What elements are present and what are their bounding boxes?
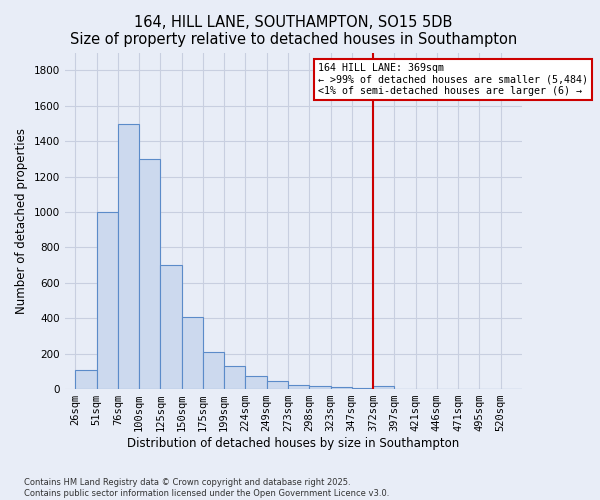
Bar [224,366,245,389]
Bar [97,212,118,389]
Bar [373,386,394,389]
Bar [267,381,288,389]
Title: 164, HILL LANE, SOUTHAMPTON, SO15 5DB
Size of property relative to detached hous: 164, HILL LANE, SOUTHAMPTON, SO15 5DB Si… [70,15,517,48]
Bar [309,386,331,389]
Bar [245,376,267,389]
Bar [139,159,160,389]
Bar [331,388,352,389]
Y-axis label: Number of detached properties: Number of detached properties [15,128,28,314]
Bar [352,388,373,389]
Bar [160,265,182,389]
Bar [182,316,203,389]
Bar [203,352,224,389]
Bar [288,384,309,389]
Text: 164 HILL LANE: 369sqm
← >99% of detached houses are smaller (5,484)
<1% of semi-: 164 HILL LANE: 369sqm ← >99% of detached… [319,63,589,96]
Bar [118,124,139,389]
Bar [76,370,97,389]
Text: Contains HM Land Registry data © Crown copyright and database right 2025.
Contai: Contains HM Land Registry data © Crown c… [24,478,389,498]
X-axis label: Distribution of detached houses by size in Southampton: Distribution of detached houses by size … [127,437,460,450]
